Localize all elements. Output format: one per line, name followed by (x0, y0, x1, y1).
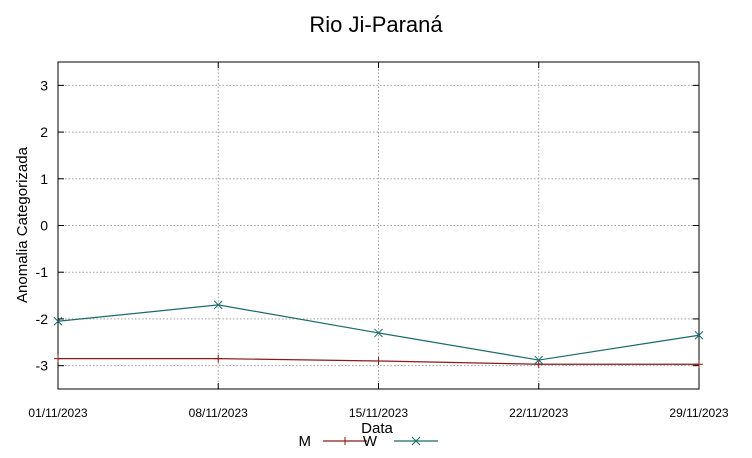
x-tick-label: 01/11/2023 (28, 406, 87, 420)
data-point-W (213, 300, 223, 310)
legend-label-W: W (363, 433, 378, 450)
y-tick-label: 3 (40, 77, 48, 93)
data-point-W (53, 316, 63, 326)
data-point-M (54, 354, 62, 363)
data-point-M (214, 354, 223, 363)
data-point-M (534, 360, 543, 369)
grid (57, 62, 700, 389)
y-tick-label: -2 (36, 311, 49, 327)
y-axis-label: Anomalia Categorizada (14, 146, 31, 303)
legend-marker-M (341, 437, 349, 445)
x-axis-label: Data (361, 420, 393, 437)
data-point-W (534, 355, 544, 365)
legend-label-M: M (299, 433, 312, 450)
data-point-M (695, 360, 703, 369)
y-tick-label: 1 (40, 171, 48, 187)
data-point-W (694, 330, 704, 340)
data-point-W (374, 328, 383, 338)
y-tick-label: 2 (40, 124, 48, 140)
x-tick-label: 29/11/2023 (669, 406, 728, 420)
y-tick-label: -1 (36, 264, 49, 280)
y-axis: 3 2 1 0 -1 -2 -3 (36, 77, 699, 374)
y-tick-label: -3 (36, 358, 49, 374)
series (53, 300, 704, 369)
x-tick-label: 15/11/2023 (349, 406, 408, 420)
chart-title: Rio Ji-Paraná (309, 12, 443, 37)
data-point-M (374, 356, 383, 365)
legend-marker-W (411, 436, 421, 446)
x-tick-label: 22/11/2023 (509, 406, 568, 420)
x-tick-label: 08/11/2023 (189, 406, 248, 420)
x-axis: 01/11/2023 08/11/2023 15/11/2023 22/11/2023… (28, 62, 729, 420)
y-tick-label: 0 (40, 218, 48, 234)
